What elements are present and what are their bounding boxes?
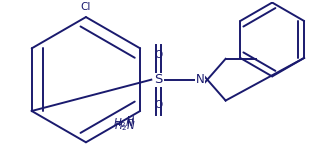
Text: $H_2N$: $H_2N$ xyxy=(114,119,136,133)
Text: Cl: Cl xyxy=(81,2,91,12)
Text: S: S xyxy=(154,73,162,86)
Text: $H_2N$: $H_2N$ xyxy=(113,116,135,130)
Text: O: O xyxy=(154,100,162,110)
Text: O: O xyxy=(154,50,162,60)
Text: N: N xyxy=(196,73,204,86)
Text: H: H xyxy=(127,116,135,126)
